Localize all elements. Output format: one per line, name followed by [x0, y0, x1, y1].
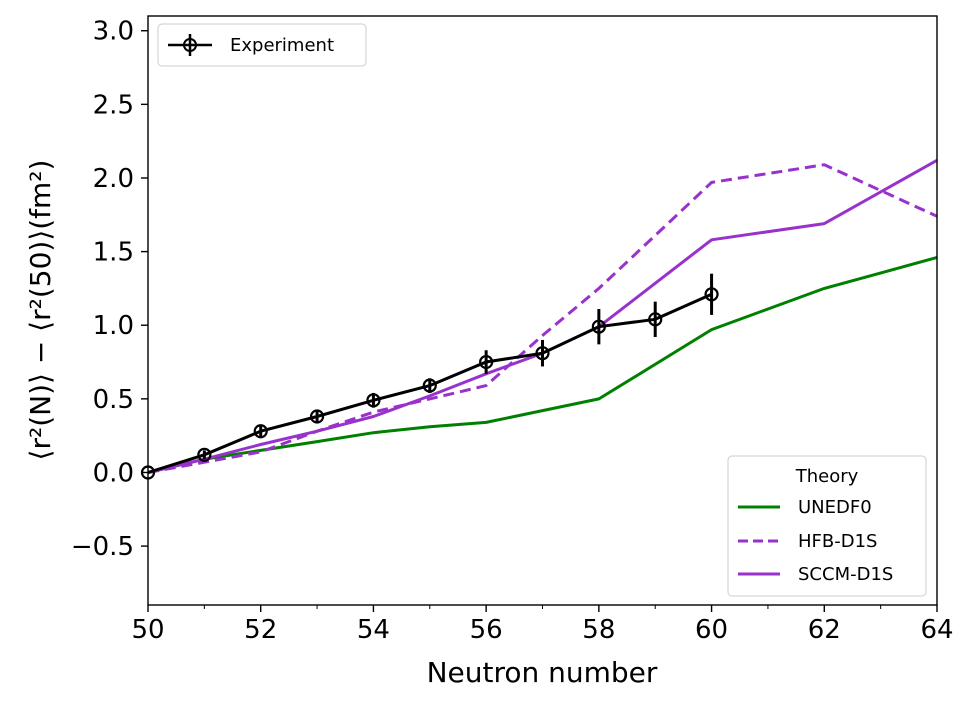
legend-hfb-d1s-label: HFB-D1S	[798, 531, 877, 552]
y-tick-label: 3.0	[93, 17, 134, 47]
experiment-point	[479, 354, 494, 370]
experiment-point	[591, 319, 606, 334]
legend-theory-title: Theory	[795, 466, 859, 487]
legend-unedf0-label: UNEDF0	[798, 497, 872, 518]
experiment-point	[309, 409, 325, 424]
legend-theory-box	[727, 455, 927, 597]
series-line-hfb-d1s	[148, 163, 937, 474]
x-tick-label: 60	[695, 615, 728, 645]
experiment-point	[535, 346, 550, 361]
x-tick-label: 50	[131, 615, 164, 645]
legend-experiment-box	[157, 23, 367, 67]
y-tick-label: 0.5	[93, 385, 134, 415]
legend-experiment: Experiment	[157, 23, 367, 67]
series-line-sccm-d1s	[148, 158, 937, 474]
y-tick-label: 2.5	[93, 90, 134, 120]
x-tick-label: 62	[808, 615, 841, 645]
experiment-point	[422, 378, 437, 393]
y-tick-label: 1.5	[93, 238, 134, 268]
x-tick-label: 56	[470, 615, 503, 645]
experiment-point	[366, 393, 381, 408]
y-tick-label: −0.5	[71, 532, 134, 562]
y-tick-label: 2.0	[93, 164, 134, 194]
experiment-point	[648, 312, 663, 327]
experiment-point	[253, 424, 268, 439]
x-tick-label: 52	[244, 615, 277, 645]
plot-frame	[147, 15, 938, 606]
legend-experiment-label: Experiment	[230, 35, 334, 56]
x-tick-label: 58	[582, 615, 615, 645]
experiment-point	[197, 447, 212, 462]
series-line-unedf0	[148, 256, 937, 474]
x-tick-label: 64	[920, 615, 953, 645]
legend-theory: Theory UNEDF0 HFB-D1S SCCM-D1S	[727, 455, 927, 597]
y-axis-label: ⟨r²(N)⟩ − ⟨r²(50)⟩(fm²)	[24, 160, 57, 461]
x-axis-label: Neutron number	[427, 656, 658, 689]
y-tick-label: 0.0	[93, 458, 134, 488]
series-layer	[148, 158, 937, 474]
y-tick-label: 1.0	[93, 311, 134, 341]
axis-ticks: 50 52 54 56 58 60 62 64 −0.5 0.0 0.5 1.0 1.5 2.0 2.5 3.…	[71, 17, 954, 645]
experiment-layer	[140, 273, 719, 480]
legend-experiment-marker	[183, 38, 197, 52]
legend-sccm-d1s-label: SCCM-D1S	[798, 564, 893, 585]
experiment-point	[704, 287, 719, 302]
x-tick-label: 54	[357, 615, 390, 645]
